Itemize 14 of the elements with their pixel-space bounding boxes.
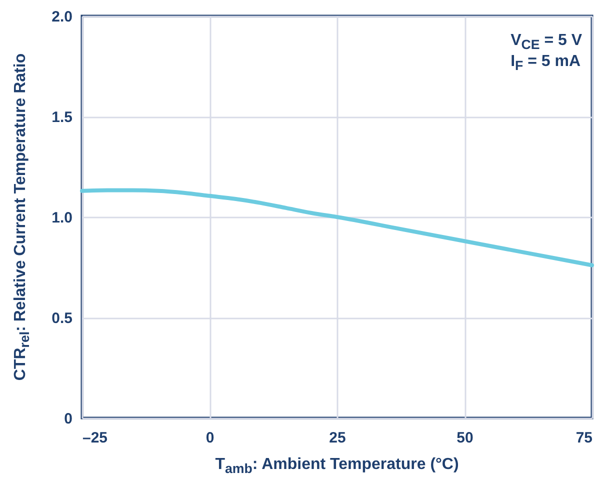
x-tick-label: –25 <box>82 430 108 446</box>
y-tick-label: 0.5 <box>52 310 72 327</box>
y-tick-label: 2.0 <box>52 8 72 26</box>
x-tick-label: 50 <box>456 430 474 446</box>
line-series <box>80 188 594 268</box>
annotation: I$_{F}$ = 5 mA <box>510 53 581 74</box>
x-axis-title: T$_{amb}$: Ambient Temperature (°C) <box>215 456 459 476</box>
y-tick-label: 1.0 <box>52 210 72 226</box>
x-tick-label: 25 <box>329 430 346 446</box>
x-tick-label: 75 <box>576 430 592 446</box>
annotation: V$_{CE}$ = 5 V <box>510 32 582 52</box>
y-tick-label: 1.5 <box>52 109 72 126</box>
y-tick-label: 0 <box>64 410 72 428</box>
x-tick-label: 0 <box>206 430 214 446</box>
